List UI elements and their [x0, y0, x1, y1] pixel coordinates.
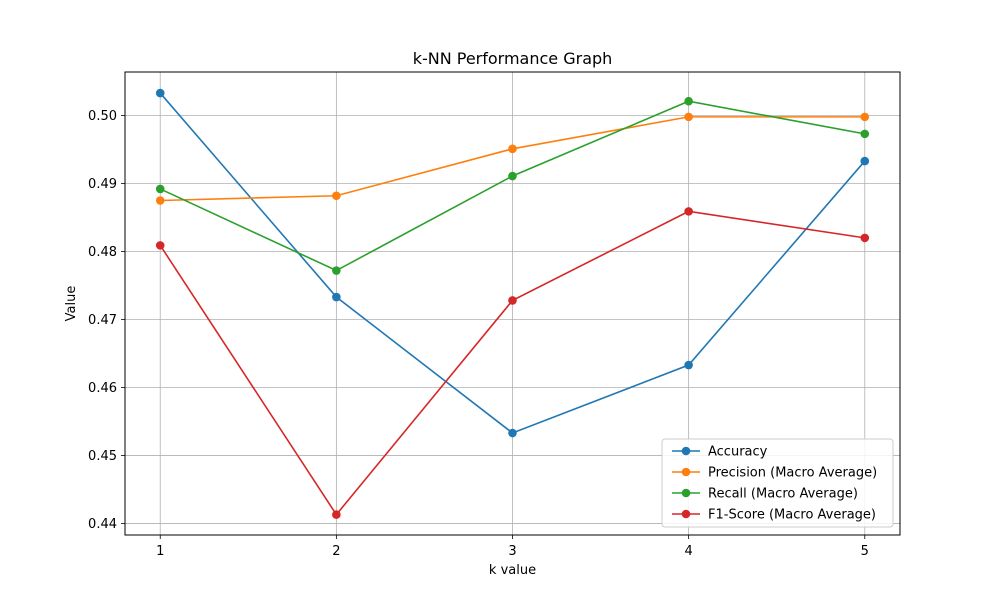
- legend-marker: [681, 446, 691, 456]
- x-tick-label: 2: [332, 544, 340, 559]
- x-tick-label: 3: [508, 544, 516, 559]
- legend-marker: [681, 467, 691, 477]
- data-point: [684, 360, 693, 370]
- data-point: [508, 171, 517, 181]
- data-point: [684, 112, 693, 122]
- data-point: [508, 428, 517, 438]
- legend-entry: F1-Score (Macro Average): [672, 508, 876, 523]
- data-point: [508, 144, 517, 154]
- legend-label: Precision (Macro Average): [708, 466, 877, 481]
- legend: Accuracy Precision (Macro Average) Recall …: [661, 438, 894, 528]
- data-point: [860, 156, 870, 166]
- data-point: [684, 207, 693, 216]
- data-point: [860, 112, 870, 122]
- series-4: [155, 207, 870, 519]
- y-tick-label: 0.49: [88, 177, 117, 192]
- data-point: [332, 266, 341, 275]
- data-point: [332, 191, 341, 201]
- data-point: [155, 241, 165, 250]
- data-point: [684, 96, 693, 106]
- series-layer: [155, 88, 870, 519]
- data-point: [332, 510, 341, 519]
- x-axis: 1 2 3 4 5: [156, 535, 869, 559]
- x-tick-label: 1: [156, 544, 164, 559]
- y-tick-label: 0.47: [88, 313, 117, 328]
- y-tick-label: 0.44: [88, 517, 117, 532]
- data-point: [860, 129, 870, 139]
- y-tick-label: 0.50: [88, 109, 117, 124]
- y-axis-label: Value: [64, 286, 79, 322]
- legend-marker: [681, 488, 691, 498]
- legend-label: Accuracy: [708, 445, 768, 460]
- data-point: [155, 184, 165, 194]
- series-2: [155, 112, 870, 205]
- legend-label: Recall (Macro Average): [708, 487, 858, 502]
- chart-title: k-NN Performance Graph: [413, 49, 613, 68]
- data-point: [332, 292, 341, 302]
- legend-entry: Accuracy: [672, 445, 768, 460]
- series-3: [155, 96, 870, 275]
- y-tick-label: 0.48: [88, 245, 117, 260]
- data-point: [155, 88, 165, 98]
- legend-label: F1-Score (Macro Average): [708, 508, 876, 523]
- y-tick-label: 0.46: [88, 381, 117, 396]
- series-1: [155, 88, 870, 438]
- x-tick-label: 5: [861, 544, 869, 559]
- data-point: [860, 233, 870, 243]
- data-point: [508, 296, 517, 305]
- x-tick-label: 4: [684, 544, 692, 559]
- legend-marker: [681, 509, 691, 519]
- legend-entry: Recall (Macro Average): [672, 487, 858, 502]
- y-tick-label: 0.45: [88, 449, 117, 464]
- y-axis: 0.44 0.45 0.46 0.47 0.48 0.49 0.50: [88, 109, 125, 532]
- legend-entry: Precision (Macro Average): [672, 466, 877, 481]
- x-axis-label: k value: [489, 563, 536, 578]
- legend-frame: [661, 438, 894, 528]
- data-point: [155, 196, 165, 205]
